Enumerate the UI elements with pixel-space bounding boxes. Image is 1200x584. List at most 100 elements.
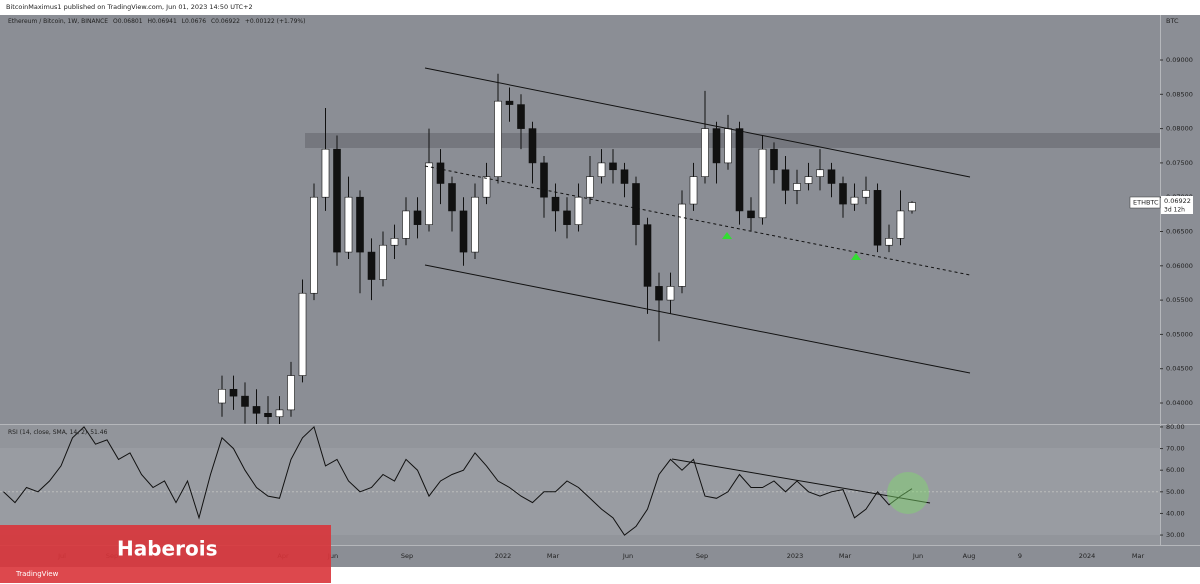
- x-tick-label: Jun: [622, 552, 633, 560]
- y-tick-label: 0.05000: [1166, 330, 1193, 338]
- candle-body: [908, 202, 916, 212]
- rsi-tick-label: 60.00: [1166, 466, 1185, 474]
- candle-body: [574, 196, 583, 225]
- y-tick-label: 0.08000: [1166, 125, 1193, 133]
- x-tick-label: 2023: [787, 552, 804, 560]
- breakout-highlight: [887, 472, 929, 514]
- candle-body: [862, 190, 870, 198]
- channel-top: [424, 67, 971, 178]
- channel-bottom: [424, 264, 971, 374]
- candle-body: [310, 196, 318, 294]
- candle-body: [379, 244, 387, 280]
- watermark-box: [0, 525, 331, 583]
- candle-body: [540, 162, 548, 198]
- x-tick-label: Mar: [1132, 552, 1145, 560]
- candle-body: [505, 100, 514, 105]
- countdown: 3d 12h: [1164, 207, 1185, 214]
- currency: BTC: [1166, 17, 1179, 25]
- candle-body: [655, 286, 663, 301]
- rsi-tick-label: 50.00: [1166, 488, 1185, 496]
- rsi-legend: RSI (14, close, SMA, 14, 2) 51.46: [8, 429, 108, 436]
- candle-body: [252, 406, 261, 414]
- symbol-tag: [1129, 196, 1161, 209]
- candle-body: [390, 238, 399, 246]
- x-tick-label: 9: [1018, 552, 1022, 560]
- last-price-tag: [1161, 196, 1193, 214]
- support-arrow: [722, 232, 732, 239]
- candle-body: [436, 162, 445, 184]
- rsi-tick-label: 70.00: [1166, 445, 1185, 453]
- publisher: BitcoinMaximus1 published on TradingView…: [6, 3, 253, 11]
- candle-body: [402, 210, 410, 239]
- x-tick-label: Mar: [839, 552, 852, 560]
- x-tick-label: Jun: [327, 552, 338, 560]
- candle-body: [344, 196, 353, 253]
- y-tick-label: 0.05500: [1166, 296, 1193, 304]
- last-price: 0.06922: [1164, 197, 1191, 205]
- candle-body: [632, 183, 640, 225]
- candle-body: [804, 176, 813, 184]
- rsi-trendline: [671, 458, 931, 504]
- x-tick-label: Mar: [547, 552, 560, 560]
- candle-body: [689, 176, 698, 205]
- footer-logo: TradingView: [15, 570, 59, 578]
- candle-body: [471, 196, 479, 253]
- candle-body: [666, 286, 675, 301]
- channel-mid: [424, 165, 971, 276]
- y-tick-label: 0.04000: [1166, 399, 1193, 407]
- candle-body: [712, 128, 721, 164]
- x-tick-label: 2024: [1079, 552, 1096, 560]
- candle-body: [885, 238, 893, 246]
- candle-body: [229, 388, 238, 397]
- candle-body: [367, 251, 376, 280]
- y-tick-label: 0.07500: [1166, 159, 1193, 167]
- resistance-zone: [305, 133, 1160, 148]
- candle-body: [896, 210, 905, 239]
- rsi-line: [3, 425, 913, 536]
- candle-body: [839, 183, 847, 205]
- y-tick-label: 0.09000: [1166, 56, 1193, 64]
- candle-body: [298, 292, 307, 376]
- y-tick-label: 0.08500: [1166, 90, 1193, 98]
- rsi-tick-label: 40.00: [1166, 509, 1185, 517]
- symbol: ETHBTC: [1133, 199, 1159, 207]
- watermark: Haberois: [117, 537, 217, 561]
- candle-body: [586, 176, 594, 198]
- candle-body: [356, 196, 364, 253]
- candle-body: [747, 210, 755, 219]
- candle-body: [413, 210, 422, 225]
- x-tick-label: Sep: [401, 552, 413, 560]
- candle-body: [459, 210, 468, 253]
- rsi-tick-label: 80.00: [1166, 423, 1185, 431]
- candle-body: [264, 412, 272, 418]
- x-tick-label: 2022: [495, 552, 512, 560]
- candle-body: [850, 196, 859, 205]
- candle-body: [620, 169, 629, 184]
- candle-body: [643, 224, 652, 287]
- candle-body: [597, 162, 606, 177]
- rsi-tick-label: 30.00: [1166, 531, 1185, 539]
- candle-body: [793, 183, 801, 191]
- candle-body: [816, 169, 824, 177]
- candle-body: [218, 388, 226, 404]
- candle-body: [758, 148, 767, 219]
- candle-body: [448, 183, 456, 212]
- candle-body: [551, 196, 560, 212]
- candle-body: [724, 128, 732, 164]
- candle-body: [827, 169, 836, 184]
- candle-body: [321, 148, 330, 198]
- candle-body: [333, 148, 341, 253]
- candle-body: [609, 162, 617, 171]
- candle-body: [275, 409, 284, 418]
- candle-body: [781, 169, 790, 191]
- x-tick-label: Sep: [696, 552, 708, 560]
- candle-body: [770, 148, 778, 171]
- candle-body: [701, 128, 709, 177]
- candle-body: [494, 100, 502, 177]
- candle-body: [528, 128, 537, 164]
- support-arrow: [851, 253, 861, 260]
- x-tick-label: Aug: [963, 552, 976, 560]
- candle-body: [735, 128, 744, 212]
- candle-body: [873, 190, 882, 246]
